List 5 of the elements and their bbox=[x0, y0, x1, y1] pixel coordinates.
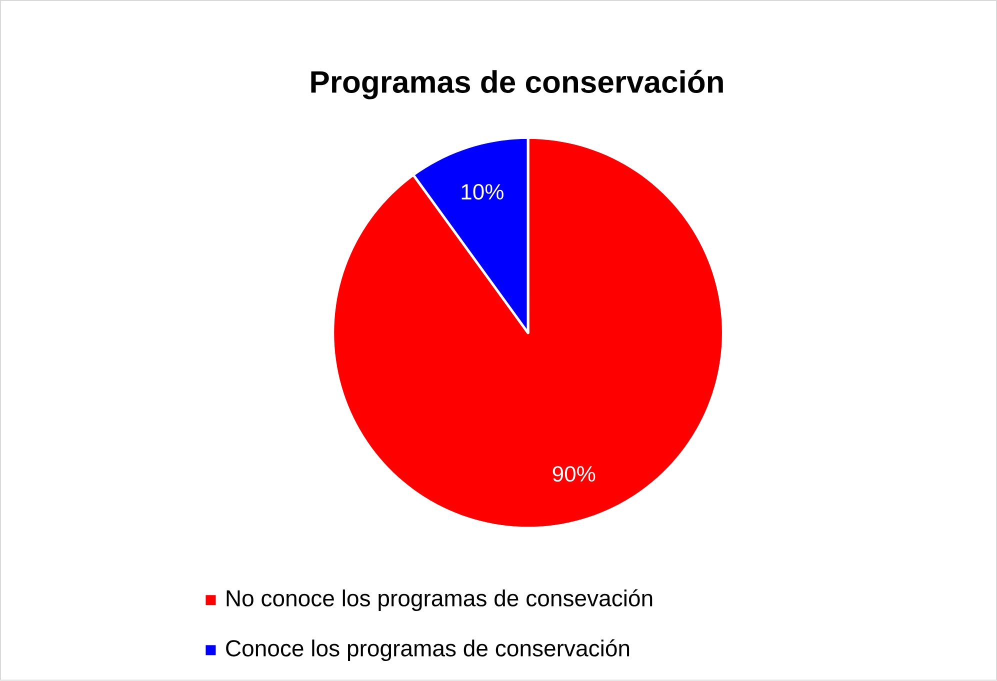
data-label: 10% bbox=[462, 184, 504, 200]
chart-title: Programas de conservación bbox=[311, 70, 723, 100]
legend-label: No conoce los programas de consevación bbox=[226, 589, 652, 612]
data-label: 90% bbox=[552, 466, 596, 482]
legend-label: Conoce los programas de conservación bbox=[226, 639, 630, 662]
